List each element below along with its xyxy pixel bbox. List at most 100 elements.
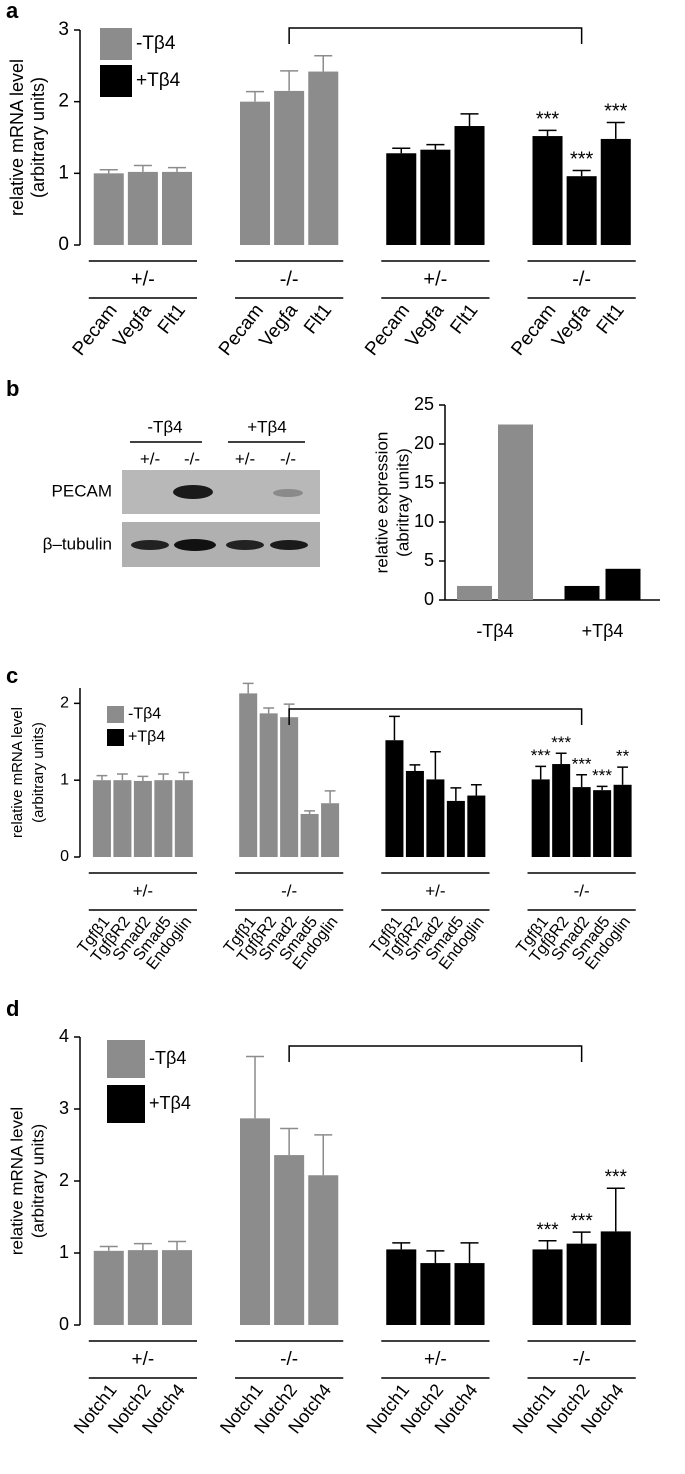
y-tick-label: 5: [424, 550, 434, 570]
x-tick-label: Vegfa: [402, 300, 449, 352]
legend-label: -Tβ4: [128, 706, 161, 723]
blot-band: [173, 485, 213, 499]
blot-row-label: PECAM: [52, 481, 112, 500]
bar: [239, 1118, 271, 1325]
error-bar: [392, 147, 411, 154]
bar: [420, 149, 451, 245]
group-label: -/-: [280, 1349, 298, 1370]
error-bar: [535, 765, 547, 780]
error-bar: [450, 787, 462, 801]
panel-label: c: [6, 663, 18, 688]
error-bar: [133, 164, 152, 172]
group-label: -/-: [573, 1349, 591, 1370]
blot-band: [131, 540, 169, 550]
blot-genotype: +/-: [235, 449, 255, 468]
bar: [93, 173, 124, 245]
y-tick-label: 2: [59, 1170, 69, 1190]
x-tick-label: Pecam: [215, 300, 268, 360]
legend-swatch: [107, 706, 124, 723]
legend-swatch: [100, 28, 132, 60]
bar: [532, 136, 563, 245]
y-axis-label: relative mRNA level: [7, 59, 27, 216]
bar: [386, 1249, 417, 1325]
group-label: -/-: [280, 268, 299, 290]
bar: [593, 790, 612, 857]
x-tick-label: Vegfa: [548, 300, 595, 352]
blot-band: [226, 540, 264, 550]
group-label: +/-: [132, 1349, 155, 1370]
comparison-bracket: [288, 27, 583, 44]
x-tick-label: Flt1: [446, 300, 482, 338]
bar: [600, 138, 631, 245]
significance-label: ***: [531, 746, 551, 765]
error-bar: [99, 1245, 118, 1251]
legend-label: -Tβ4: [149, 1048, 186, 1068]
legend-label: +Tβ4: [128, 729, 165, 746]
bar: [613, 784, 632, 857]
bar: [161, 171, 193, 245]
blot-group-label: +Tβ4: [247, 417, 287, 436]
x-tick-label: -Tβ4: [476, 621, 513, 641]
significance-label: ***: [571, 1211, 594, 1232]
bar: [454, 126, 485, 245]
bar: [113, 780, 132, 857]
error-bar: [538, 129, 557, 137]
error-bar: [117, 773, 128, 781]
bar: [133, 780, 152, 857]
y-tick-label: 1: [60, 771, 69, 788]
x-tick-label: Vegfa: [256, 300, 303, 352]
x-tick-label: Flt1: [154, 300, 190, 338]
legend-swatch: [107, 729, 124, 746]
y-tick-label: 0: [59, 1314, 69, 1334]
y-axis-label: (arbitrary units): [28, 77, 48, 198]
bar: [161, 1250, 193, 1325]
y-tick-label: 10: [414, 511, 434, 531]
bar: [457, 585, 492, 600]
bar: [274, 90, 305, 246]
panel-label: d: [6, 996, 19, 1021]
blot-genotype: -/-: [184, 449, 200, 468]
blot-genotype: -/-: [280, 449, 296, 468]
legend-swatch: [100, 65, 132, 97]
bar: [385, 740, 404, 857]
significance-label: **: [616, 747, 630, 766]
y-axis-label: (arbitrary units): [30, 722, 47, 823]
y-tick-label: 25: [414, 394, 434, 414]
blot-group-label: -Tβ4: [147, 417, 182, 436]
group-label: +/-: [131, 268, 155, 290]
error-bar: [280, 1127, 299, 1156]
bar: [454, 1263, 485, 1325]
bar: [566, 1243, 597, 1325]
legend-label: -Tβ4: [136, 33, 176, 54]
group-label: +/-: [423, 268, 447, 290]
x-tick-label: Vegfa: [109, 300, 156, 352]
y-tick-label: 1: [59, 1242, 69, 1262]
bar: [127, 171, 158, 245]
error-bar: [555, 752, 567, 765]
error-bar: [246, 90, 265, 102]
error-bar: [576, 774, 588, 788]
error-bar: [572, 1231, 591, 1244]
y-tick-label: 2: [60, 695, 69, 712]
bar: [426, 779, 445, 857]
y-tick-label: 3: [59, 1098, 69, 1118]
error-bar: [263, 707, 275, 714]
blot-row-label: β–tubulin: [43, 534, 112, 553]
group-label: +/-: [425, 881, 445, 900]
error-bar: [99, 169, 118, 174]
y-axis-label: relative mRNA level: [9, 707, 26, 838]
bar: [300, 813, 319, 857]
error-bar: [572, 169, 591, 177]
bar: [552, 764, 571, 857]
bar: [92, 780, 111, 857]
legend-swatch: [107, 1040, 145, 1078]
comparison-bracket: [288, 1045, 583, 1062]
group-label: +/-: [424, 1349, 447, 1370]
bar: [600, 1231, 631, 1325]
blot-genotype: +/-: [140, 449, 160, 468]
bar: [405, 770, 424, 857]
significance-label: ***: [572, 754, 592, 773]
error-bar: [429, 751, 441, 780]
y-tick-label: 0: [424, 589, 434, 609]
y-tick-label: 3: [58, 19, 69, 40]
